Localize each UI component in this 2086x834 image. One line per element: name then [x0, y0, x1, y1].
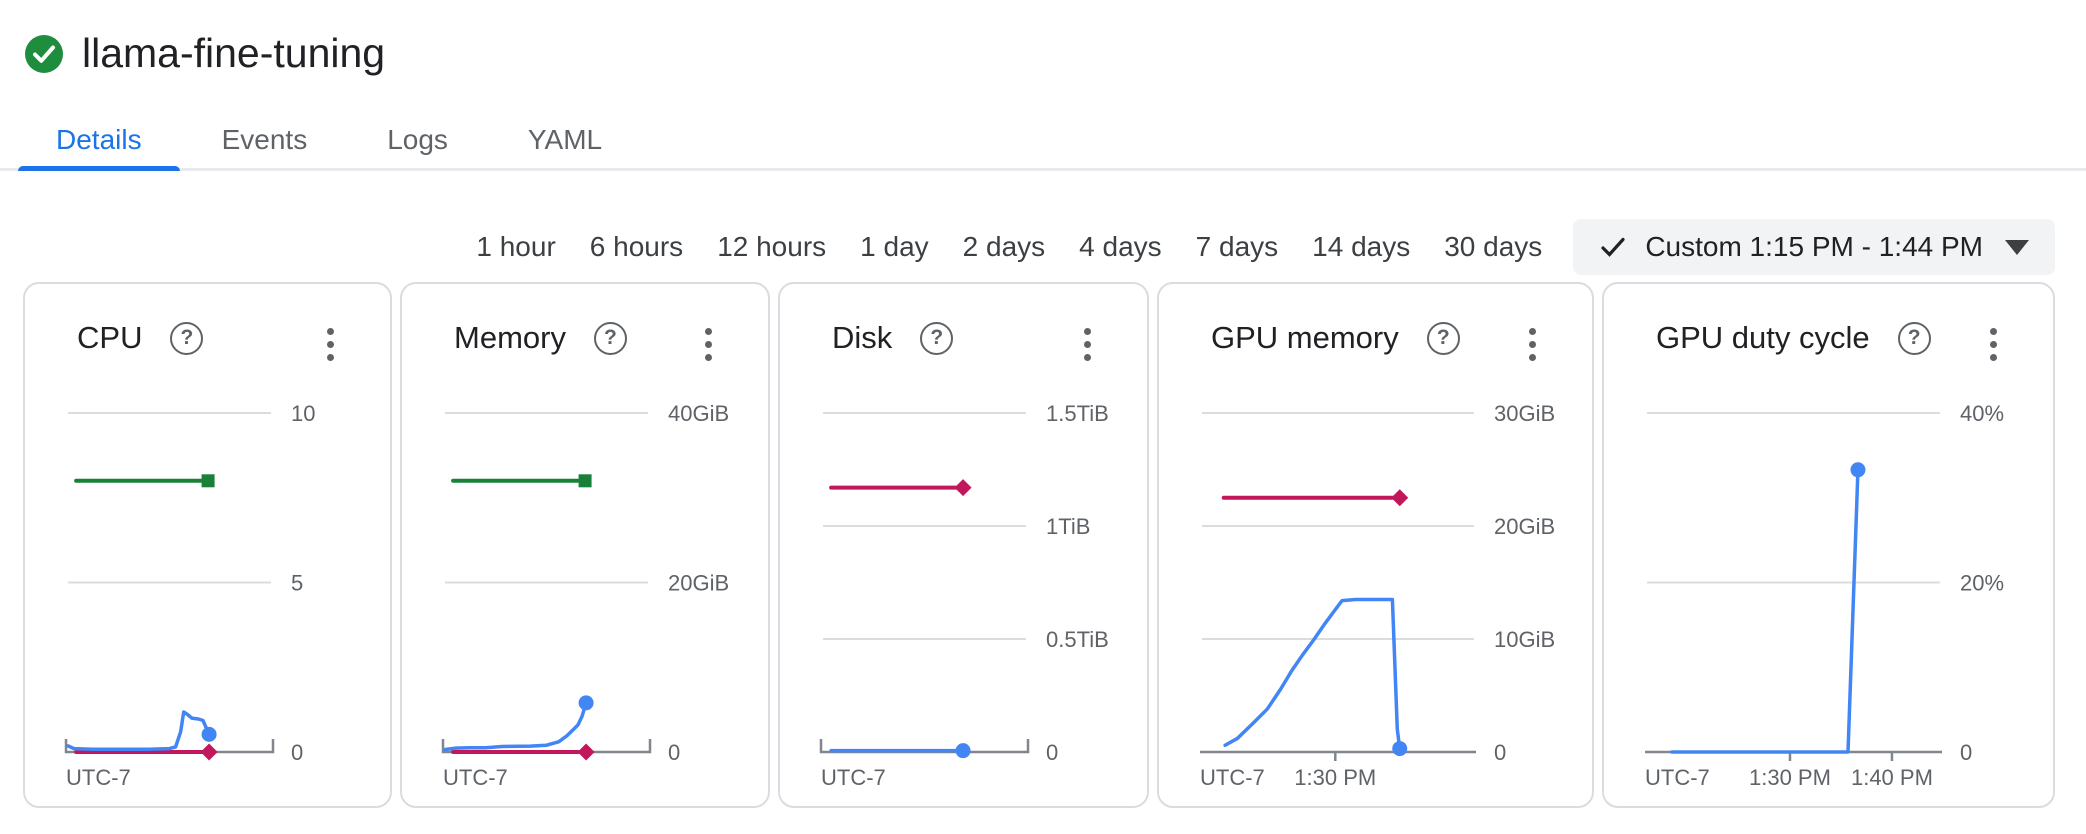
- y-tick-label: 0: [1960, 740, 1972, 765]
- y-tick-label: 20%: [1960, 571, 2004, 596]
- marker-diamond: [200, 743, 218, 761]
- help-icon[interactable]: ?: [1897, 321, 1931, 355]
- time-range-option[interactable]: 1 hour: [459, 231, 572, 263]
- tab-yaml[interactable]: YAML: [488, 112, 642, 168]
- more-vert-icon[interactable]: [697, 320, 720, 369]
- card-head: GPU memory ?: [1211, 320, 1460, 356]
- marker-square: [578, 474, 592, 488]
- chart-canvas-gpu-duty-cycle[interactable]: 40% 20% 0 UTC-7 1:30 PM 1:40 PM: [1604, 392, 2053, 808]
- card-disk: Disk ? 1.5TiB 1TiB 0.5TiB 0 UTC-7: [778, 282, 1149, 808]
- y-tick-label: 1.5TiB: [1046, 401, 1109, 426]
- more-vert-icon[interactable]: [1982, 320, 2005, 369]
- time-range-option[interactable]: 4 days: [1062, 231, 1179, 263]
- time-range-option[interactable]: 7 days: [1179, 231, 1296, 263]
- card-head: Disk ?: [832, 320, 954, 356]
- help-icon[interactable]: ?: [593, 321, 627, 355]
- x-tick-label: 1:40 PM: [1851, 765, 1933, 790]
- time-range-option[interactable]: 6 hours: [573, 231, 700, 263]
- metric-cards: CPU ? 10 5 0 UTC-7 Memory ? 40GiB 20GiB 0 UTC-…: [23, 282, 2055, 808]
- timezone-label: UTC-7: [66, 765, 131, 790]
- y-tick-label: 0: [1046, 740, 1058, 765]
- chart-title: GPU duty cycle: [1656, 320, 1870, 355]
- card-head: CPU ?: [77, 320, 204, 356]
- page-header: llama-fine-tuning: [24, 30, 385, 77]
- time-range-custom-label: Custom 1:15 PM - 1:44 PM: [1645, 231, 1983, 262]
- y-tick-label: 0: [291, 740, 303, 765]
- x-tick-label: 1:30 PM: [1294, 765, 1376, 790]
- time-range-custom-chip[interactable]: Custom 1:15 PM - 1:44 PM: [1573, 219, 2055, 275]
- page-title: llama-fine-tuning: [82, 30, 386, 76]
- marker-diamond: [954, 479, 972, 497]
- tab-events[interactable]: Events: [182, 112, 348, 168]
- y-tick-label: 10GiB: [1494, 627, 1555, 652]
- timezone-label: UTC-7: [1645, 765, 1710, 790]
- chart-canvas-memory[interactable]: 40GiB 20GiB 0 UTC-7: [402, 392, 768, 808]
- marker-circle: [201, 726, 217, 742]
- marker-circle: [578, 695, 594, 711]
- chart-title: Memory: [454, 320, 566, 355]
- y-tick-label: 0: [668, 740, 680, 765]
- x-tick-label: 1:30 PM: [1749, 765, 1831, 790]
- marker-circle: [955, 743, 971, 759]
- time-range-option[interactable]: 2 days: [946, 231, 1063, 263]
- marker-diamond: [1391, 489, 1409, 507]
- more-vert-icon[interactable]: [1521, 320, 1544, 369]
- card-gpu-memory: GPU memory ? 30GiB 20GiB 10GiB 0 UTC-7 1:30 P…: [1157, 282, 1594, 808]
- card-memory: Memory ? 40GiB 20GiB 0 UTC-7: [400, 282, 770, 808]
- card-head: GPU duty cycle ?: [1656, 320, 1931, 356]
- more-vert-icon[interactable]: [319, 320, 342, 369]
- chart-canvas-cpu[interactable]: 10 5 0 UTC-7: [25, 392, 390, 808]
- marker-square: [201, 474, 215, 488]
- y-tick-label: 40GiB: [668, 401, 729, 426]
- y-tick-label: 10: [291, 401, 315, 426]
- timezone-label: UTC-7: [821, 765, 886, 790]
- timezone-label: UTC-7: [1200, 765, 1265, 790]
- time-range-options: 1 hour 6 hours 12 hours 1 day 2 days 4 days 7 …: [459, 231, 1559, 263]
- chart-title: Disk: [832, 320, 893, 355]
- time-range-option[interactable]: 12 hours: [700, 231, 843, 263]
- card-cpu: CPU ? 10 5 0 UTC-7: [23, 282, 392, 808]
- chart-title: GPU memory: [1211, 320, 1399, 355]
- y-tick-label: 20GiB: [668, 571, 729, 596]
- tab-details[interactable]: Details: [16, 112, 182, 171]
- tab-bar: Details Events Logs YAML: [0, 112, 2086, 171]
- time-range-option[interactable]: 14 days: [1295, 231, 1427, 263]
- y-tick-label: 0: [1494, 740, 1506, 765]
- series-used: [443, 701, 588, 752]
- timezone-label: UTC-7: [443, 765, 508, 790]
- marker-circle: [1850, 462, 1866, 478]
- y-tick-label: 1TiB: [1046, 514, 1090, 539]
- card-gpu-duty-cycle: GPU duty cycle ? 40% 20% 0 UTC-7 1:30 PM 1:40…: [1602, 282, 2055, 808]
- series-used: [1670, 468, 1860, 754]
- chart-title: CPU: [77, 320, 143, 355]
- check-icon: [1601, 237, 1625, 257]
- tab-logs[interactable]: Logs: [347, 112, 488, 168]
- chart-canvas-disk[interactable]: 1.5TiB 1TiB 0.5TiB 0 UTC-7: [780, 392, 1147, 808]
- chart-canvas-gpu-memory[interactable]: 30GiB 20GiB 10GiB 0 UTC-7 1:30 PM: [1159, 392, 1592, 808]
- help-icon[interactable]: ?: [1426, 321, 1460, 355]
- marker-diamond: [577, 743, 595, 761]
- help-icon[interactable]: ?: [920, 321, 954, 355]
- series-used: [1223, 597, 1402, 751]
- y-tick-label: 40%: [1960, 401, 2004, 426]
- time-range-option[interactable]: 30 days: [1427, 231, 1559, 263]
- y-tick-label: 30GiB: [1494, 401, 1555, 426]
- arrow-drop-down-icon: [2005, 239, 2029, 255]
- time-range-option[interactable]: 1 day: [843, 231, 946, 263]
- time-range-bar: 1 hour 6 hours 12 hours 1 day 2 days 4 days 7 …: [459, 219, 2055, 275]
- card-head: Memory ?: [454, 320, 627, 356]
- y-tick-label: 0.5TiB: [1046, 627, 1109, 652]
- y-tick-label: 5: [291, 571, 303, 596]
- y-tick-label: 20GiB: [1494, 514, 1555, 539]
- check-circle-icon: [25, 34, 63, 73]
- series-used: [66, 710, 211, 752]
- more-vert-icon[interactable]: [1076, 320, 1099, 369]
- marker-circle: [1392, 741, 1408, 757]
- help-icon[interactable]: ?: [170, 321, 204, 355]
